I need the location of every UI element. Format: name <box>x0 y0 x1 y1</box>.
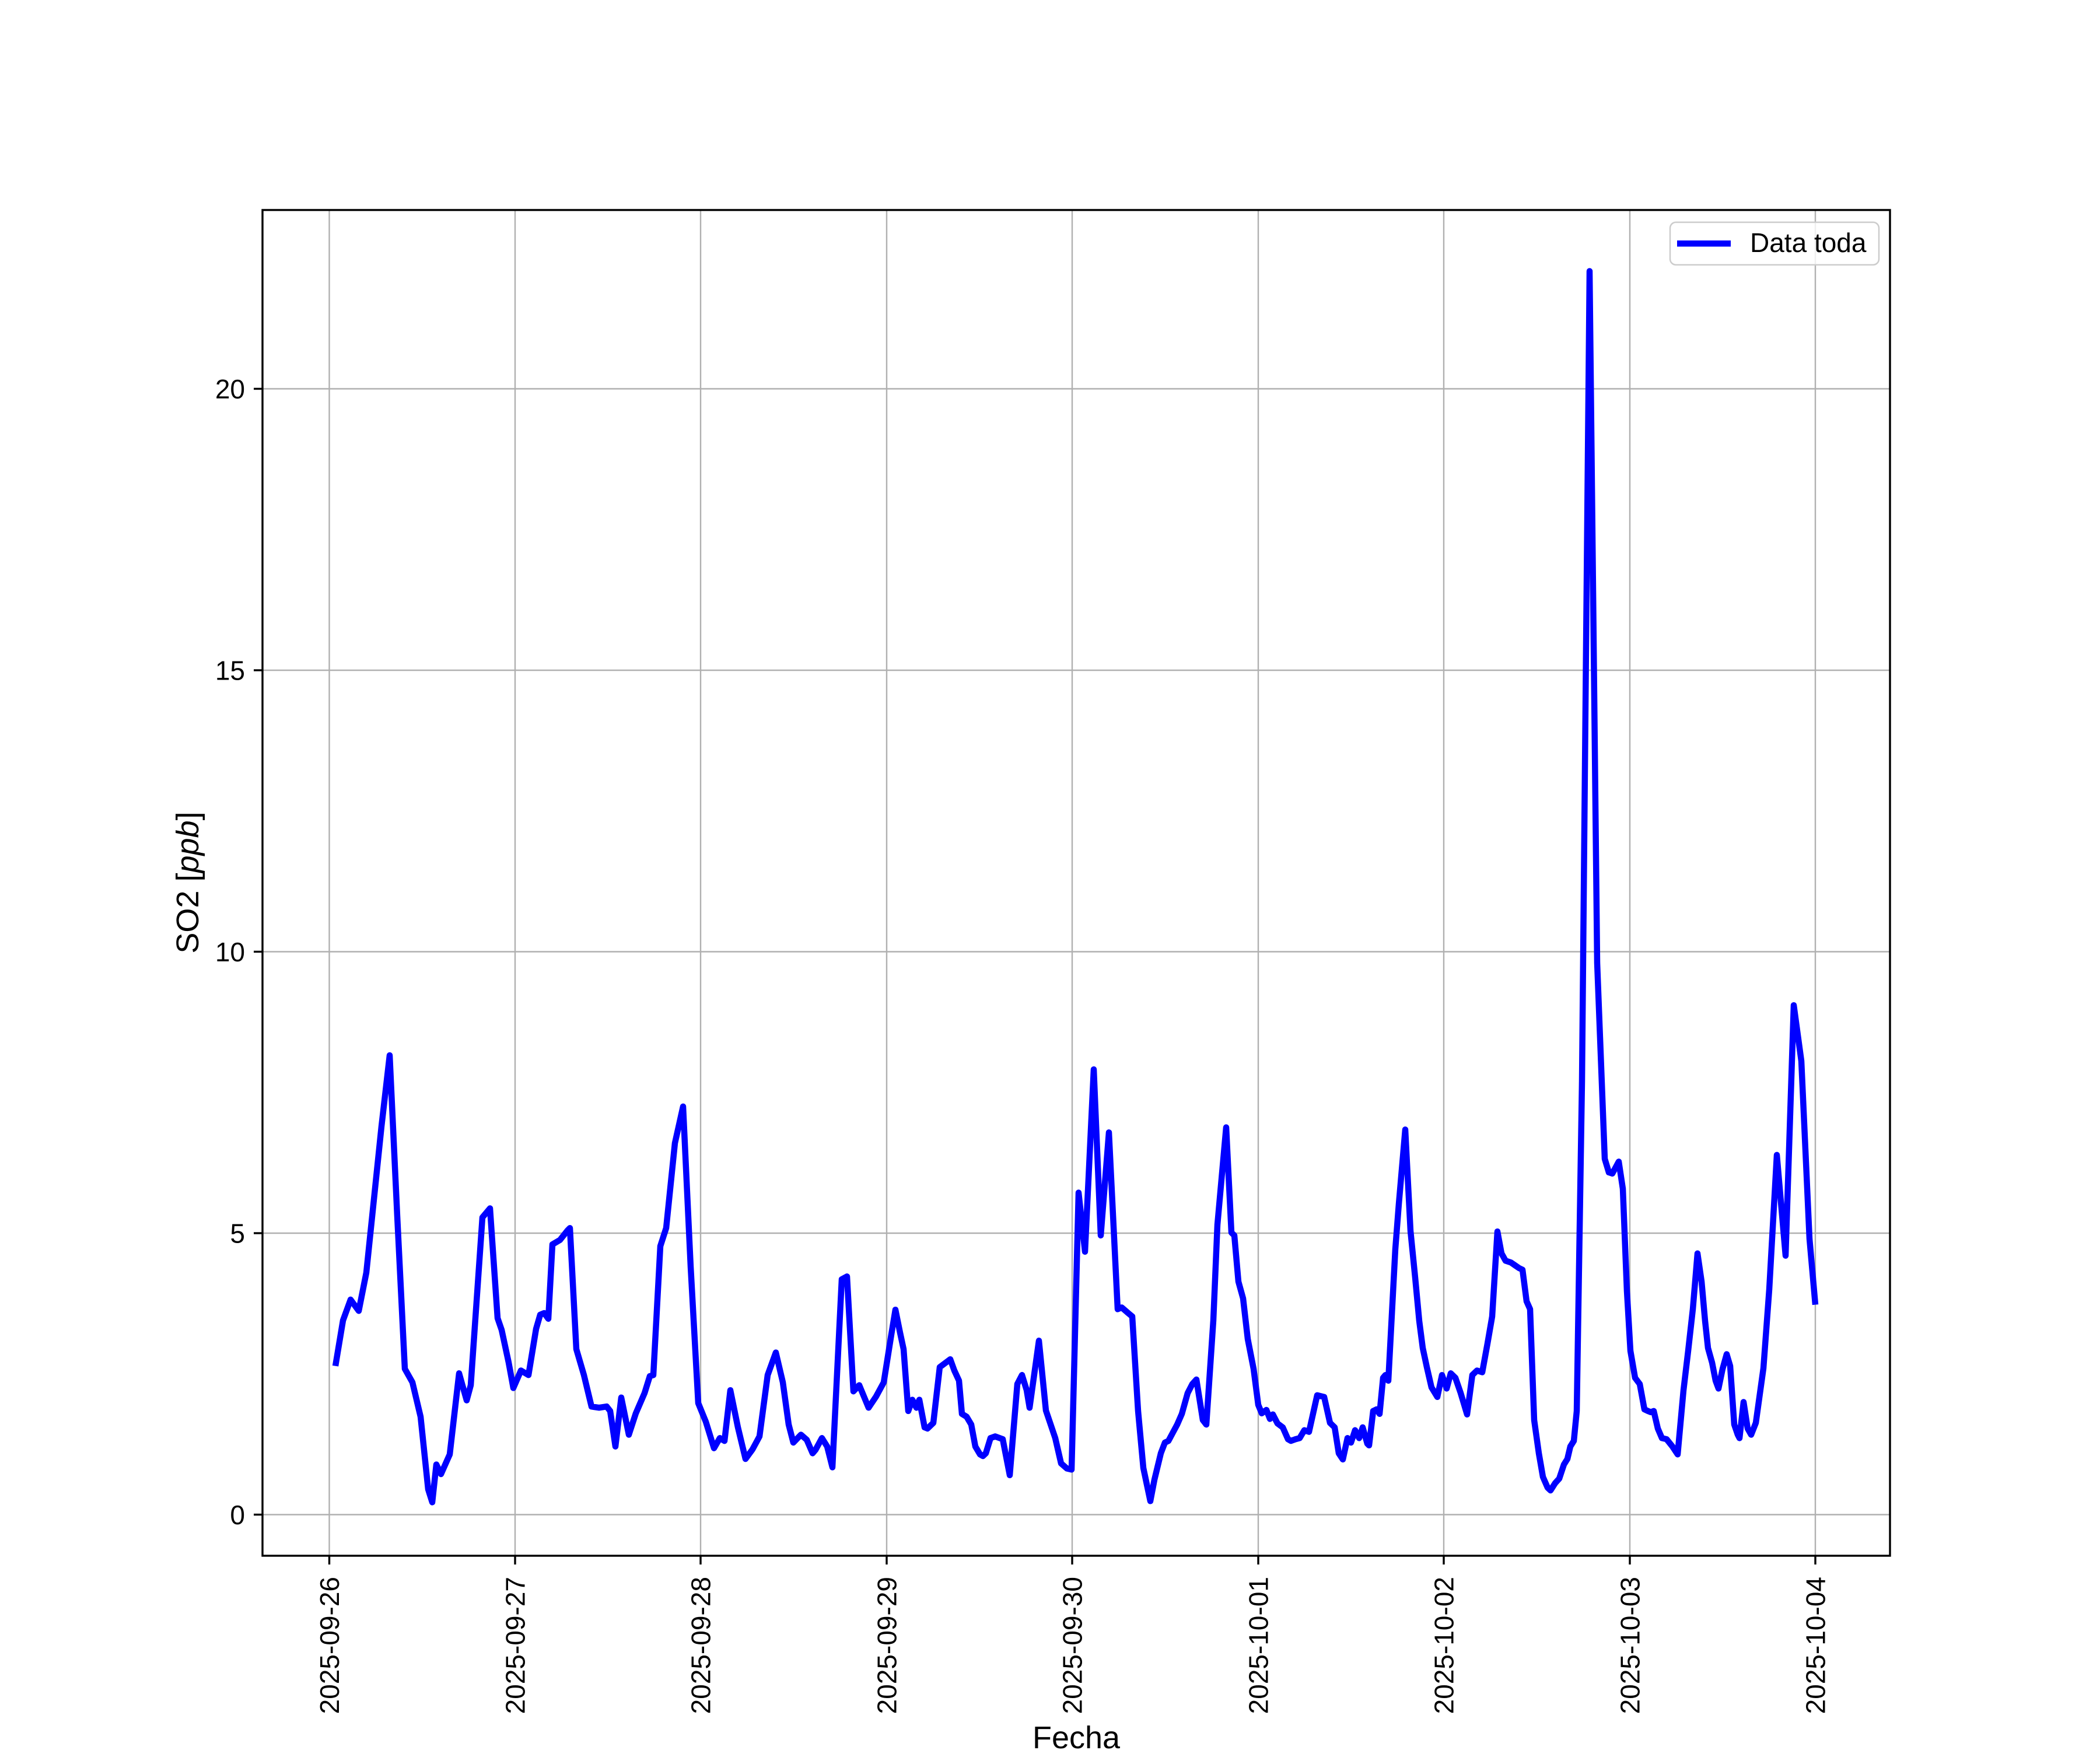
svg-text:Fecha: Fecha <box>1032 1720 1121 1750</box>
svg-text:SO2 [ppb]: SO2 [ppb] <box>170 811 205 953</box>
svg-text:2025-10-03: 2025-10-03 <box>1615 1577 1646 1714</box>
svg-text:2025-09-26: 2025-09-26 <box>314 1577 345 1714</box>
svg-text:2025-09-28: 2025-09-28 <box>686 1577 716 1714</box>
svg-text:2025-10-01: 2025-10-01 <box>1244 1577 1274 1714</box>
svg-text:10: 10 <box>215 937 245 967</box>
svg-text:15: 15 <box>215 656 245 686</box>
svg-text:2025-09-30: 2025-09-30 <box>1058 1577 1088 1714</box>
svg-text:20: 20 <box>215 374 245 404</box>
svg-text:2025-10-02: 2025-10-02 <box>1429 1577 1460 1714</box>
svg-text:5: 5 <box>230 1219 245 1249</box>
svg-text:2025-09-27: 2025-09-27 <box>501 1577 531 1714</box>
svg-text:2025-09-29: 2025-09-29 <box>872 1577 902 1714</box>
svg-text:2025-10-04: 2025-10-04 <box>1801 1577 1831 1714</box>
svg-text:0: 0 <box>230 1500 245 1530</box>
svg-text:Data toda: Data toda <box>1750 228 1867 258</box>
